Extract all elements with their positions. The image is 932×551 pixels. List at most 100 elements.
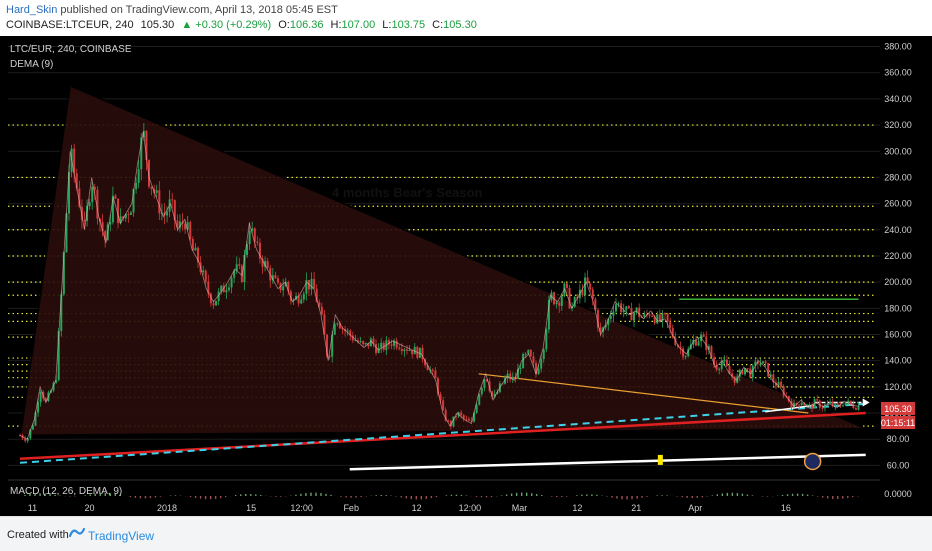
candle [524, 353, 527, 355]
candle [682, 348, 685, 357]
candle [60, 294, 63, 332]
candle [57, 331, 60, 381]
candle [135, 182, 138, 190]
candle [282, 286, 285, 291]
candle [289, 291, 292, 301]
countdown-tag-bg [881, 416, 915, 429]
candle [648, 314, 651, 316]
candle [594, 299, 597, 310]
candle [638, 307, 641, 317]
bear-triangle-fill [20, 85, 866, 440]
cyan-dashed-line [19, 402, 866, 464]
candle [400, 348, 403, 352]
candle [754, 361, 757, 366]
countdown-tag: 01:15:11 [881, 418, 915, 428]
candle [462, 415, 465, 419]
candle [751, 365, 754, 378]
candle [96, 189, 99, 219]
candle [633, 312, 636, 321]
candle [581, 289, 584, 296]
candle [413, 346, 416, 355]
candle [55, 380, 58, 383]
candle [75, 173, 78, 189]
x-tick-label: 16 [781, 503, 791, 513]
footer-bar: Created with TradingView [0, 516, 932, 551]
candle [800, 402, 803, 406]
candle [834, 403, 837, 407]
candle [630, 308, 633, 321]
candle [129, 212, 132, 215]
candle [367, 342, 370, 347]
candle [19, 435, 21, 437]
candle [720, 361, 723, 369]
candle [535, 363, 537, 375]
candle [844, 402, 847, 406]
author-link[interactable]: Hard_Skin [6, 4, 58, 16]
candle [320, 306, 323, 315]
candle [356, 340, 359, 343]
candle [380, 342, 383, 348]
candle [359, 341, 362, 343]
y-tick-label: 120.00 [884, 382, 912, 392]
candle [351, 335, 354, 341]
candle [542, 349, 545, 360]
candle [240, 265, 243, 283]
candle [759, 363, 762, 365]
candle [674, 337, 677, 346]
candle [406, 349, 408, 351]
candle [718, 368, 721, 370]
candle [774, 382, 777, 386]
candle [656, 314, 659, 324]
chart-header: Hard_Skin published on TradingView.com, … [0, 0, 932, 34]
x-tick-label: 20 [84, 503, 94, 513]
candle [411, 349, 414, 355]
candle [52, 382, 55, 391]
candle [511, 376, 514, 380]
candle [756, 361, 759, 364]
candle [197, 247, 200, 263]
candle [540, 359, 543, 369]
candle [782, 386, 785, 396]
candle [101, 222, 104, 232]
y-tick-label: 60.00 [887, 460, 910, 470]
tradingview-brand[interactable]: TradingView [88, 529, 155, 543]
candle [251, 228, 254, 231]
candle [480, 387, 483, 395]
candle [857, 405, 860, 410]
y-tick-label: 300.00 [884, 146, 912, 156]
candle [88, 202, 91, 206]
candle [220, 285, 223, 292]
bear-triangle-outline [19, 84, 867, 440]
candle [519, 368, 522, 370]
candle [687, 349, 690, 357]
candle [264, 261, 267, 267]
candle [676, 345, 679, 347]
candle [625, 306, 628, 311]
candle [297, 295, 300, 304]
last-price-tag: 105.30 [884, 404, 912, 414]
candle [702, 334, 705, 337]
candle [831, 401, 834, 407]
candle [68, 172, 71, 214]
ohlc-line: COINBASE:LTCEUR, 240 105.30 ▲ +0.30 (+0.… [6, 19, 477, 31]
candle [132, 189, 135, 213]
open-value: 106.36 [289, 19, 324, 31]
candle [331, 334, 334, 357]
candle [769, 374, 772, 377]
x-tick-label: 12:00 [290, 503, 313, 513]
candle [194, 247, 197, 251]
candle [573, 297, 576, 307]
candle [849, 400, 852, 405]
candle [305, 279, 308, 294]
candle [452, 416, 455, 427]
x-tick-label: Apr [688, 503, 702, 513]
price-chart[interactable]: 60.0080.00100.00120.00140.00160.00180.00… [0, 36, 932, 516]
candle [111, 195, 114, 223]
candle [805, 404, 808, 406]
candle [565, 283, 568, 288]
y-tick-label: 360.00 [884, 68, 912, 78]
candle [555, 302, 558, 305]
candle [37, 402, 40, 413]
macd-value: 0.0000 [884, 489, 912, 499]
candle [823, 404, 826, 409]
